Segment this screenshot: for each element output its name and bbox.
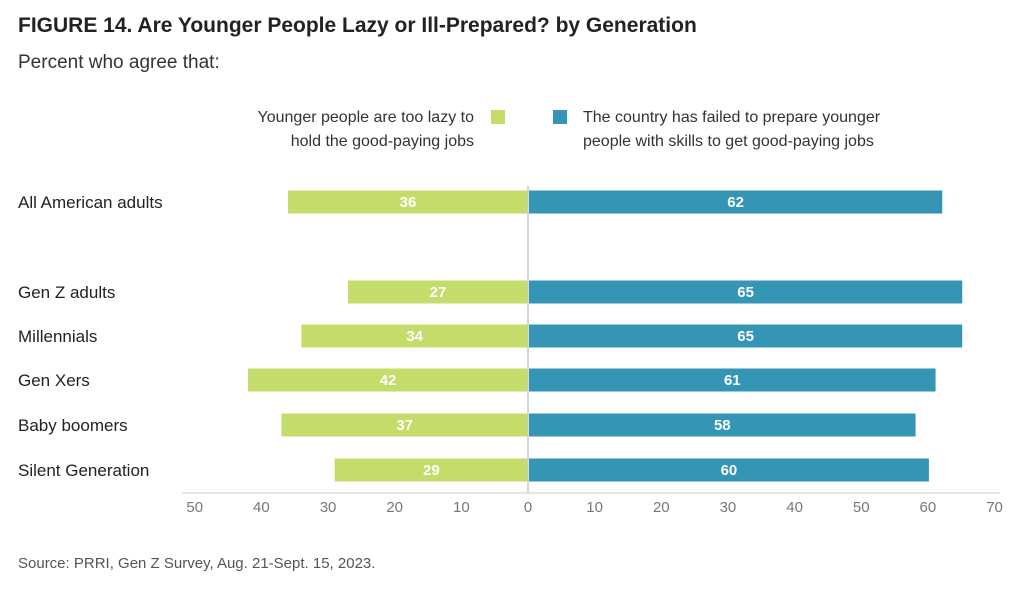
bar-value-label-lazy: 27 [430,284,447,301]
x-tick-label: 20 [653,499,670,516]
legend-label-failed-line2: people with skills to get good-paying jo… [583,133,874,150]
x-tick-label: 20 [386,499,403,516]
bar-value-label-failed-to-prepare: 62 [727,194,744,211]
bar-lazy [281,413,528,437]
x-tick-label: 60 [920,499,937,516]
bar-failed-to-prepare [529,458,929,482]
legend-swatch-lazy [491,110,505,124]
row-label: Silent Generation [18,461,149,480]
x-tick-label: 40 [253,499,270,516]
bar-failed-to-prepare [529,324,963,348]
x-tick-label: 50 [186,499,203,516]
legend-swatch-failed-to-prepare [553,110,567,124]
bar-failed-to-prepare [529,368,936,392]
bar-value-label-failed-to-prepare: 65 [737,328,754,345]
source-note: Source: PRRI, Gen Z Survey, Aug. 21-Sept… [18,555,376,572]
bar-value-label-lazy: 42 [380,372,397,389]
x-tick-label: 10 [586,499,603,516]
chart-subtitle: Percent who agree that: [18,52,220,73]
bar-failed-to-prepare [529,280,963,304]
x-tick-label: 70 [986,499,1003,516]
bar-value-label-lazy: 37 [396,417,413,434]
row-label: All American adults [18,193,163,212]
x-tick-label: 50 [853,499,870,516]
bar-failed-to-prepare [529,190,943,214]
bar-value-label-lazy: 36 [400,194,417,211]
bar-value-label-failed-to-prepare: 61 [724,372,741,389]
bar-value-label-lazy: 29 [423,462,440,479]
bar-lazy [248,368,528,392]
bar-value-label-failed-to-prepare: 65 [737,284,754,301]
bar-lazy [301,324,528,348]
bar-failed-to-prepare [529,413,916,437]
row-label: Gen Z adults [18,283,115,302]
legend-label-lazy-line2: hold the good-paying jobs [291,133,474,150]
bar-value-label-lazy: 34 [406,328,423,345]
chart-title: FIGURE 14. Are Younger People Lazy or Il… [18,14,697,37]
row-label: Millennials [18,327,97,346]
row-label: Baby boomers [18,416,128,435]
x-tick-label: 0 [524,499,532,516]
x-tick-label: 30 [720,499,737,516]
row-label: Gen Xers [18,371,90,390]
x-tick-label: 40 [786,499,803,516]
x-tick-label: 30 [320,499,337,516]
bar-lazy [334,458,528,482]
bar-lazy [348,280,528,304]
bar-value-label-failed-to-prepare: 60 [721,462,738,479]
x-tick-label: 10 [453,499,470,516]
legend-label-failed-line1: The country has failed to prepare younge… [583,109,881,126]
legend-label-lazy-line1: Younger people are too lazy to [258,109,475,126]
bar-lazy [288,190,528,214]
bar-value-label-failed-to-prepare: 58 [714,417,731,434]
